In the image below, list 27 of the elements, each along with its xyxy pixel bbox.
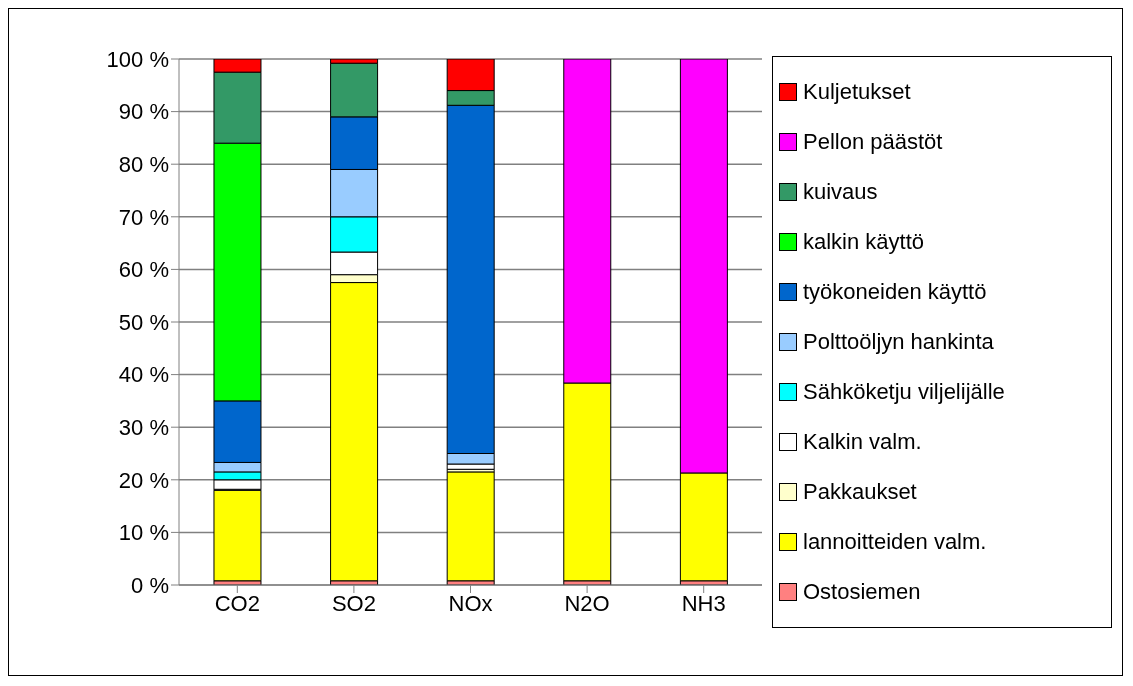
legend-label: lannoitteiden valm. [803, 529, 987, 555]
legend-label: Kalkin valm. [803, 429, 922, 455]
x-tick-label: NH3 [681, 590, 726, 616]
legend-label: Sähköketju viljelijälle [803, 379, 1005, 405]
x-tick-label: SO2 [331, 590, 376, 616]
legend-label: Kuljetukset [803, 79, 911, 105]
y-tick-label: 30 % [118, 415, 169, 441]
y-tick-label: 60 % [118, 257, 169, 283]
y-tick-label: 90 % [118, 99, 169, 125]
legend-label: Pellon päästöt [803, 129, 943, 155]
legend-label: Pakkaukset [803, 479, 917, 505]
y-tick-label: 40 % [118, 362, 169, 388]
y-tick-label: 100 % [106, 46, 169, 72]
x-tick-label: CO2 [214, 590, 260, 616]
legend-label: Polttoöljyn hankinta [803, 329, 994, 355]
y-tick-label: 10 % [118, 520, 169, 546]
y-tick-label: 20 % [118, 467, 169, 493]
legend-label: Ostosiemen [803, 579, 921, 605]
y-tick-label: 50 % [118, 309, 169, 335]
y-tick-label: 0 % [131, 572, 169, 598]
y-tick-label: 70 % [118, 204, 169, 230]
y-tick-label: 80 % [118, 152, 169, 178]
x-tick-label: NOx [448, 590, 493, 616]
legend-label: työkoneiden käyttö [803, 279, 987, 305]
legend-label: kuivaus [803, 179, 878, 205]
x-tick-label: N2O [564, 590, 610, 616]
legend-label: kalkin käyttö [803, 229, 925, 255]
